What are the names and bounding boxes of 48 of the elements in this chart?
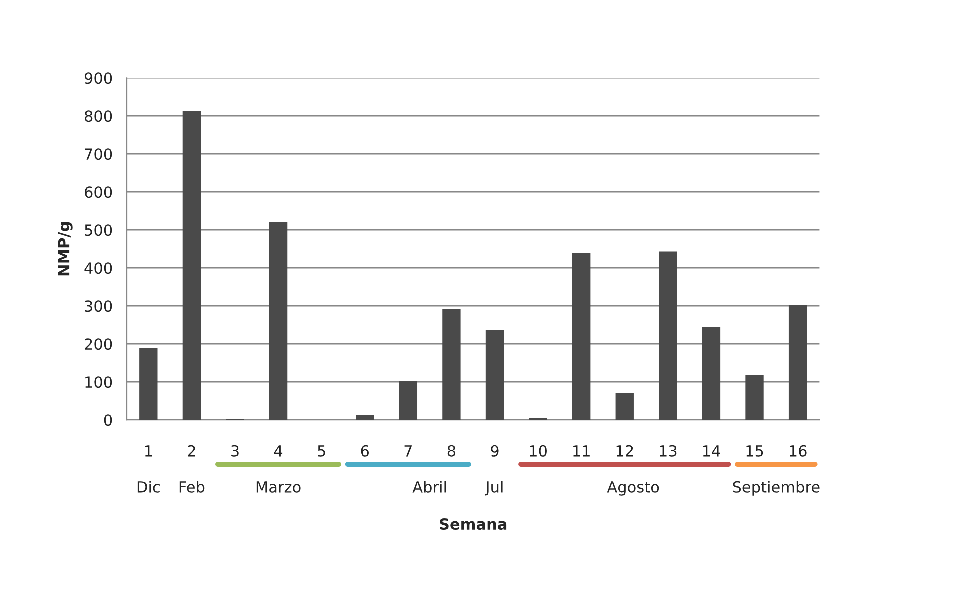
- y-tick-label: 200: [85, 338, 112, 350]
- x-tick-label: 3: [232, 445, 239, 457]
- bar: [356, 416, 374, 420]
- text: Abril: [412, 481, 446, 493]
- x-tick-label: 2: [188, 445, 196, 457]
- x-tick-label: 4: [274, 446, 283, 457]
- y-tick-label: 500: [85, 224, 112, 236]
- x-tick-label: 9: [491, 445, 499, 457]
- y-tick-label: 800: [84, 110, 112, 122]
- bar: [486, 330, 504, 420]
- text: Dic: [138, 481, 160, 493]
- x-tick-label: 15: [746, 446, 764, 457]
- bar: [788, 304, 808, 420]
- x-tick-label: 10: [530, 445, 547, 457]
- y-tick-label: 400: [84, 262, 112, 274]
- bar: [269, 222, 288, 420]
- x-tick-label: 5: [318, 446, 326, 457]
- bar: [572, 253, 591, 420]
- bar: [702, 327, 721, 420]
- x-tick-label: 14: [703, 446, 720, 457]
- x-tick-label: 16: [790, 445, 807, 457]
- x-tick-label: 11: [574, 446, 590, 457]
- x-tick-label: 6: [361, 445, 370, 457]
- x-tick-label: 8: [448, 445, 456, 457]
- text: Jul: [484, 481, 503, 496]
- bar: [399, 380, 418, 420]
- y-tick-label: 300: [85, 300, 112, 312]
- x-tick-label: 7: [404, 446, 412, 457]
- x-tick-label: 13: [660, 445, 677, 457]
- y-tick-label: 100: [86, 376, 112, 388]
- y-tick-label: 600: [85, 186, 112, 198]
- bar: [182, 111, 202, 420]
- x-axis-title: Semana: [440, 518, 507, 530]
- text: Marzo: [256, 482, 301, 493]
- bar: [746, 375, 764, 420]
- text: Septiembre: [733, 481, 820, 496]
- bar: [616, 394, 634, 420]
- y-tick-label: 0: [104, 414, 112, 426]
- y-axis-title: NMP/g: [58, 222, 73, 276]
- y-tick-label: 900: [84, 72, 112, 84]
- bar: [442, 310, 461, 420]
- text: Feb: [180, 481, 205, 493]
- bar: [659, 252, 678, 420]
- bar: [140, 348, 158, 420]
- x-tick-label: 12: [616, 445, 634, 457]
- x-tick-label: 1: [145, 446, 152, 457]
- text: Agosto: [607, 482, 660, 496]
- y-tick-label: 700: [85, 148, 112, 160]
